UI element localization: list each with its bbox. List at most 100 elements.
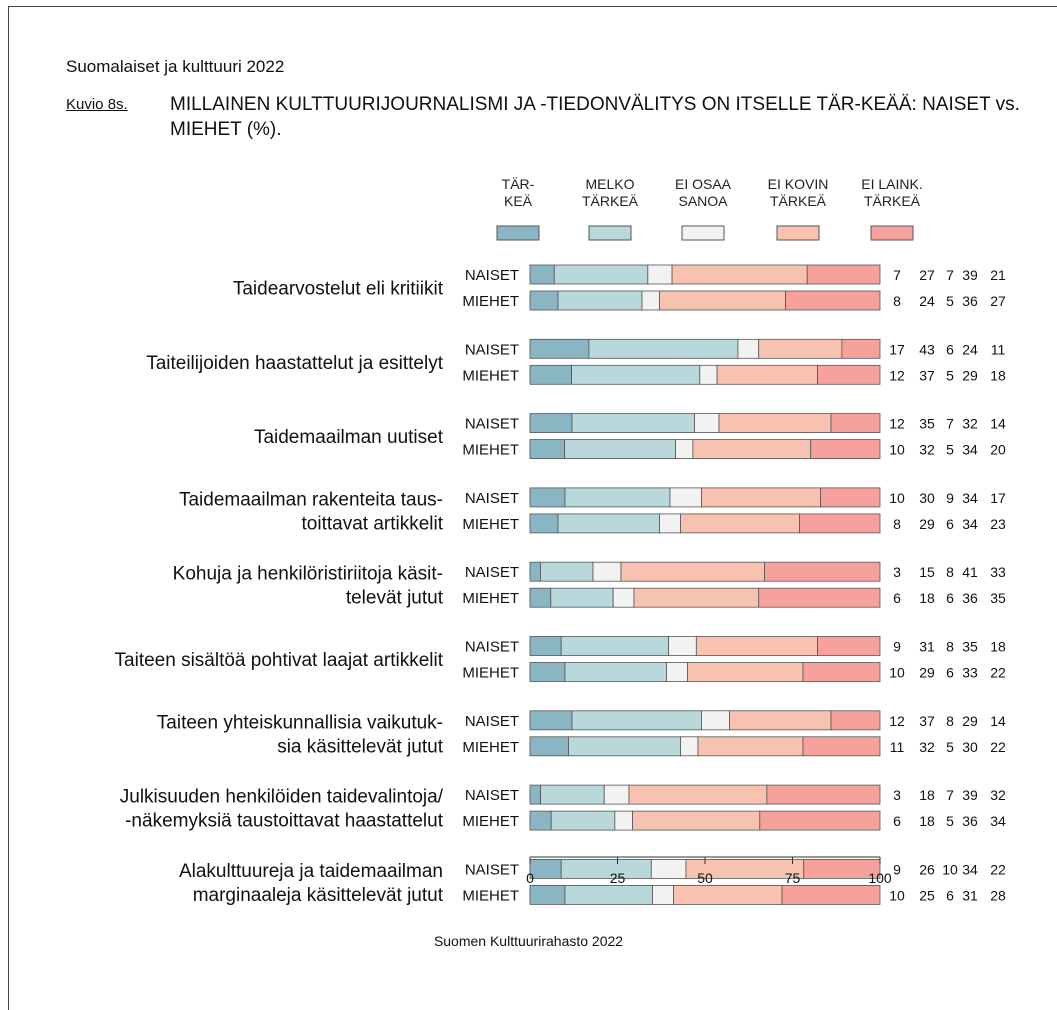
value-label: 32 [919,442,935,458]
bar-segment [764,561,881,582]
bar-segment [841,338,881,359]
value-label: 18 [919,813,935,829]
value-label: 12 [889,713,905,729]
bar-segment [628,784,768,805]
value-label: 43 [919,341,935,357]
bar-segment [766,784,881,805]
bar-segment [564,439,676,460]
value-label: 7 [946,416,954,432]
bar-segment [647,264,673,285]
bar-segment [529,662,566,682]
value-label: 23 [990,516,1006,532]
bar-segment [550,810,616,831]
group-label: MIEHET [462,813,519,830]
bar-segment [571,364,701,385]
value-label: 37 [919,713,935,729]
value-label: 6 [946,516,954,532]
value-label: 10 [942,861,958,877]
value-label: 6 [893,813,901,829]
legend-label: KEÄ [504,193,533,209]
bar-segment [568,736,681,757]
value-label: 32 [962,416,978,432]
group-label: MIEHET [462,293,519,310]
value-label: 17 [889,341,905,357]
bar-segment [529,587,552,608]
bar-segment [564,662,667,682]
value-label: 20 [990,442,1006,458]
value-label: 5 [946,739,954,755]
group-label: MIEHET [462,516,519,533]
value-label: 8 [946,713,954,729]
value-label: 39 [962,787,978,803]
value-label: 34 [962,516,978,532]
bar-segment [560,636,670,656]
bar-segment [830,413,881,434]
bar-segment [529,885,566,905]
bar-segment [564,885,653,905]
value-label: 8 [893,293,901,309]
value-label: 31 [919,639,935,655]
legend-label: MELKO [585,176,634,192]
bar-segment [673,885,783,905]
value-label: 22 [990,665,1006,681]
group-label: MIEHET [462,739,519,756]
bar-segment [817,636,881,656]
value-label: 10 [889,665,905,681]
bar-segment [701,487,821,508]
report-title: Suomalaiset ja kulttuuri 2022 [66,57,285,76]
bar-segment [716,364,819,385]
bar-segment [529,710,573,731]
legend-swatch [681,225,725,241]
bar-segment [529,338,590,359]
x-tick-label: 0 [526,870,534,886]
bar-segment [803,859,881,879]
value-label: 34 [990,813,1006,829]
value-label: 6 [946,590,954,606]
legend-label: EI KOVIN [768,176,829,192]
legend-label: TÄRKEÄ [770,193,827,209]
value-label: 31 [962,887,978,903]
bar-segment [529,513,559,534]
bar-segment [810,439,881,460]
legend-label: EI OSAA [675,176,732,192]
bar-segment [799,513,881,534]
group-label: MIEHET [462,590,519,607]
bar-segment [697,736,804,757]
category-label: Kohuja ja henkilöristiriitoja käsit- [173,564,443,585]
bar-segment [718,413,832,434]
value-label: 8 [946,564,954,580]
value-label: 5 [946,367,954,383]
value-label: 32 [990,787,1006,803]
bar-segment [557,513,660,534]
group-label: NAISET [465,713,519,730]
value-label: 6 [946,341,954,357]
group-label: NAISET [465,267,519,284]
value-label: 39 [962,267,978,283]
value-label: 33 [962,665,978,681]
group-label: NAISET [465,861,519,878]
bar-segment [529,561,541,582]
value-label: 29 [919,516,935,532]
figure-label: Kuvio 8s. [66,96,128,113]
value-label: 28 [990,887,1006,903]
value-label: 5 [946,442,954,458]
group-label: NAISET [465,787,519,804]
bar-segment [529,810,552,831]
bar-segment [571,710,702,731]
value-label: 9 [893,861,901,877]
bar-segment [737,338,760,359]
value-label: 6 [893,590,901,606]
bar-segment [603,784,630,805]
value-label: 36 [962,813,978,829]
bar-segment [529,859,562,879]
category-label: Taidemaailman uutiset [254,427,444,448]
bar-segment [802,736,881,757]
value-label: 36 [962,293,978,309]
bar-segment [802,662,881,682]
x-tick-label: 25 [610,870,626,886]
value-label: 34 [962,442,978,458]
group-label: NAISET [465,564,519,581]
bar-segment [666,662,688,682]
category-label: Julkisuuden henkilöiden taidevalintoja/ [120,787,444,808]
bar-segment [529,413,573,434]
